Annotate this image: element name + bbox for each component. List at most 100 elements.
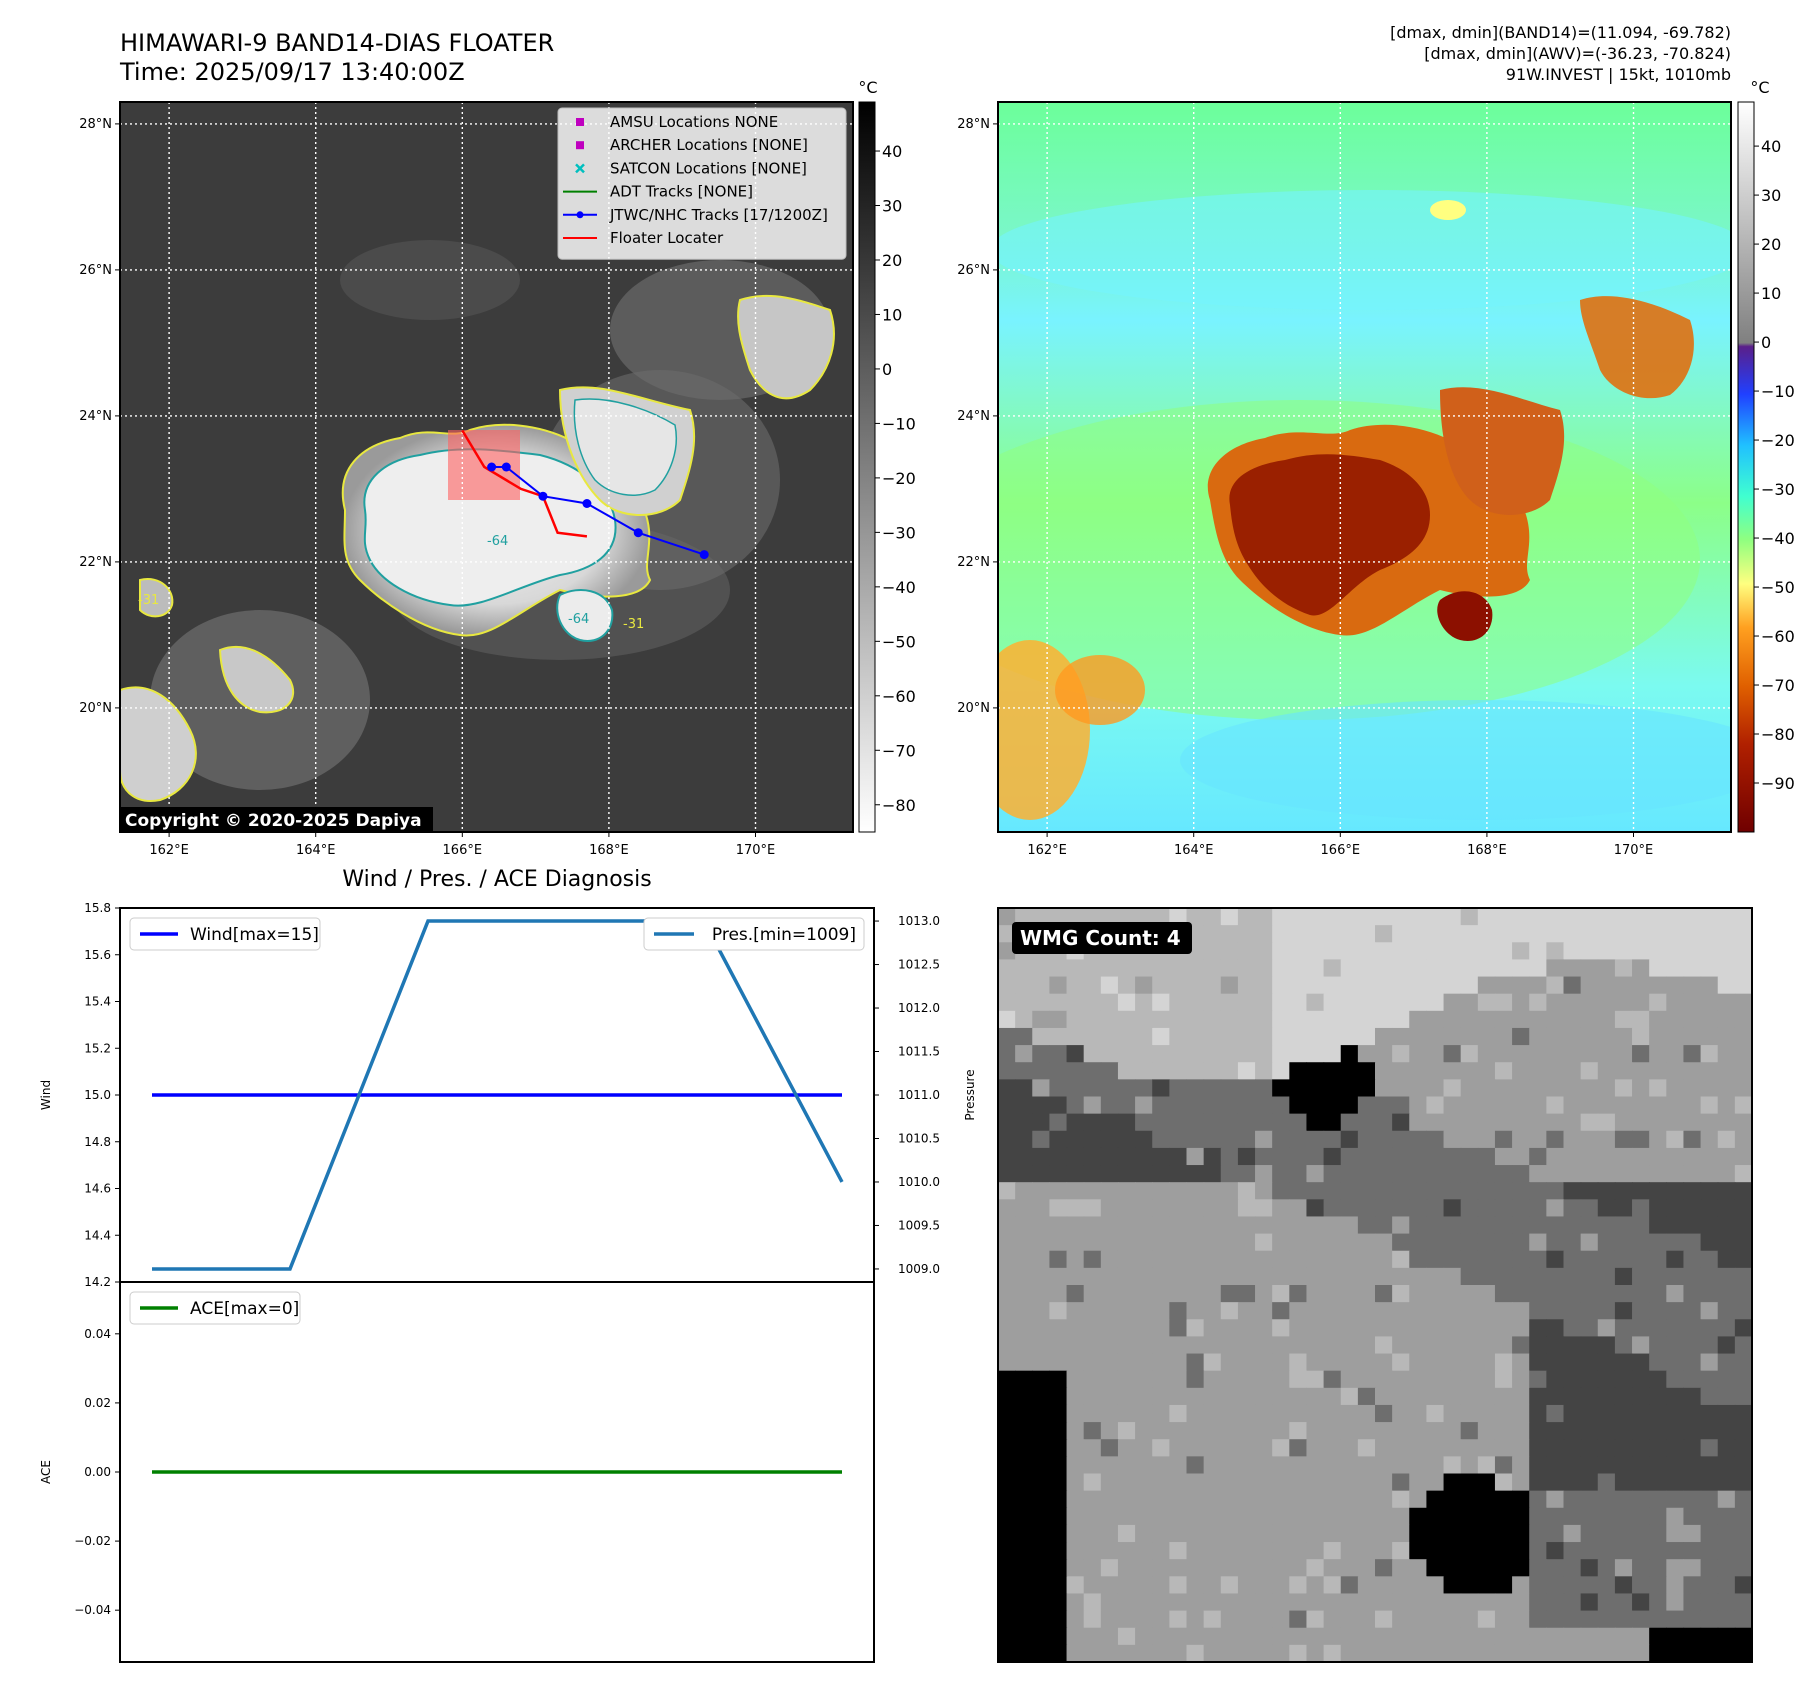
wmg-cell (1100, 1610, 1119, 1629)
wmg-cell (1117, 1404, 1136, 1423)
wmg-cell (1700, 1233, 1719, 1252)
wmg-cell (1734, 942, 1753, 961)
wmg-cell (1375, 1387, 1393, 1406)
wmg-cell (1512, 942, 1530, 961)
wmg-cell (1066, 1439, 1085, 1457)
wmg-cell (1460, 1062, 1479, 1080)
wmg-cell (1392, 1490, 1410, 1509)
wmg-cell (1494, 1610, 1513, 1629)
wmg-cell (1169, 959, 1188, 978)
wmg-cell (1580, 1302, 1599, 1320)
wmg-cell (1409, 1027, 1428, 1046)
lat-tick-label: 24°N (79, 409, 112, 424)
wmg-cell (1015, 1370, 1033, 1389)
wmg-cell (1666, 942, 1685, 961)
wmg-cell (1494, 1165, 1513, 1183)
wmg-cell (1272, 1199, 1290, 1218)
wmg-cell (1409, 1524, 1428, 1543)
wmg-cell (1717, 1473, 1736, 1492)
wmg-cell (1323, 1045, 1342, 1063)
wmg-cell (1340, 1233, 1359, 1252)
wmg-cell (1512, 1507, 1530, 1526)
wmg-cell (1306, 1559, 1325, 1577)
legend-label: Floater Locater (610, 229, 724, 247)
wmg-cell (1409, 1010, 1428, 1029)
stats-line2: [dmax, dmin](AWV)=(-36.23, -70.824) (1424, 44, 1731, 63)
wmg-cell (1100, 1473, 1119, 1492)
y2-tick-label: 1010.0 (898, 1175, 940, 1189)
wmg-cell (1340, 1542, 1359, 1560)
wmg-cell (1220, 1644, 1239, 1663)
wmg-cell (1494, 1079, 1513, 1098)
wmg-cell (1512, 976, 1530, 995)
wmg-cell (1066, 959, 1085, 978)
wmg-cell (1272, 1079, 1290, 1098)
wmg-cell (1117, 1250, 1136, 1269)
lon-tick-label: 168°E (589, 843, 629, 858)
wmg-cell (1563, 1319, 1582, 1338)
wmg-cell (1203, 993, 1222, 1012)
wmg-cell (1460, 1336, 1479, 1355)
wmg-cell (1255, 942, 1273, 961)
wmg-cell (1649, 1336, 1667, 1355)
wmg-cell (1375, 1233, 1393, 1252)
wmg-cell (1443, 1593, 1462, 1612)
wmg-cell (1734, 1404, 1753, 1423)
wmg-cell (1169, 1336, 1188, 1355)
wmg-cell (1306, 1404, 1325, 1423)
wmg-cell (1289, 925, 1308, 943)
wmg-cell (1649, 1456, 1667, 1475)
wmg-cell (1083, 1336, 1102, 1355)
wmg-cell (1632, 1542, 1650, 1560)
wmg-cell (1323, 1627, 1342, 1646)
wmg-cell (1409, 959, 1428, 978)
colorbar-tick-label: 30 (1761, 186, 1781, 205)
wmg-cell (1494, 1473, 1513, 1492)
wmg-cell (1255, 1096, 1273, 1115)
wmg-cell (1477, 1456, 1496, 1475)
wmg-cell (1597, 1473, 1616, 1492)
wmg-cell (1529, 1045, 1547, 1063)
wmg-cell (998, 1250, 1016, 1269)
wmg-cell (1580, 1593, 1599, 1612)
wmg-cell (1340, 1490, 1359, 1509)
wmg-cell (1186, 1593, 1205, 1612)
wmg-cell (1460, 1490, 1479, 1509)
wmg-cell (1563, 1267, 1582, 1286)
wmg-cell (1563, 1593, 1582, 1612)
wmg-cell (1563, 959, 1582, 978)
wmg-cell (1563, 1559, 1582, 1577)
wmg-cell (1717, 1387, 1736, 1406)
wmg-cell (1237, 1524, 1256, 1543)
wmg-cell (1203, 1370, 1222, 1389)
wmg-cell (1683, 908, 1702, 926)
wmg-cell (1083, 1576, 1102, 1595)
wmg-cell (1237, 942, 1256, 961)
lat-tick-label: 28°N (79, 117, 112, 132)
wmg-cell (1409, 1130, 1428, 1149)
wmg-cell (1409, 925, 1428, 943)
wmg-cell (1460, 976, 1479, 995)
wmg-cell (1426, 1336, 1445, 1355)
wmg-cell (1357, 993, 1376, 1012)
wmg-cell (1512, 1542, 1530, 1560)
wmg-cell (1563, 1387, 1582, 1406)
wmg-cell (1255, 959, 1273, 978)
wmg-cell (1597, 1336, 1616, 1355)
wmg-cell (1580, 1422, 1599, 1440)
wmg-cell (1117, 1336, 1136, 1355)
wmg-cell (1203, 1576, 1222, 1595)
wmg-cell (1100, 1250, 1119, 1269)
wmg-cell (1186, 1439, 1205, 1457)
wmg-cell (1597, 1319, 1616, 1338)
colorbar-tick-label: 10 (882, 305, 902, 324)
wmg-cell (1340, 1182, 1359, 1200)
wmg-cell (1477, 1147, 1496, 1166)
wmg-cell (1255, 1165, 1273, 1183)
wmg-cell (1512, 925, 1530, 943)
wmg-cell (1546, 1285, 1565, 1303)
wmg-cell (1169, 1559, 1188, 1577)
wmg-cell (1049, 1576, 1068, 1595)
wmg-cell (1700, 1130, 1719, 1149)
wmg-cell (1152, 1559, 1170, 1577)
